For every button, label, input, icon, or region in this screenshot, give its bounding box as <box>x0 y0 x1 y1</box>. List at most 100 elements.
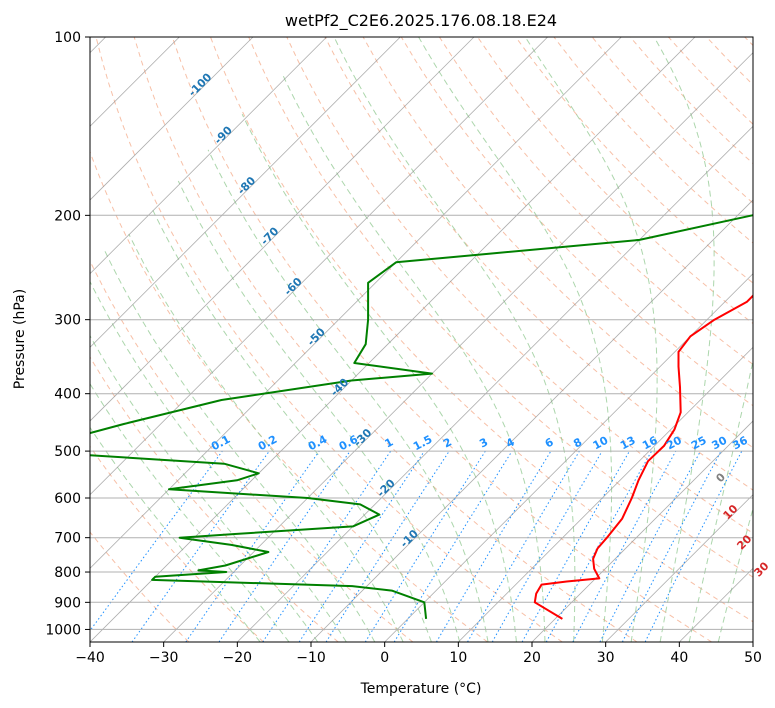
y-axis-label: Pressure (hPa) <box>12 289 28 389</box>
dry-adiabat <box>90 445 264 642</box>
mixing-ratio-line <box>393 450 513 642</box>
moist-adiabat <box>90 280 347 642</box>
dry-adiabat <box>706 37 753 86</box>
dry-adiabat <box>90 356 339 642</box>
isotherm <box>90 37 475 422</box>
y-tick-label: 900 <box>54 595 81 611</box>
isotherm-label: -100 <box>186 70 215 99</box>
temperature-line <box>533 294 753 620</box>
mixing-ratio-label: 13 <box>618 434 638 453</box>
isotherm <box>163 52 753 642</box>
dry-adiabat <box>95 37 563 642</box>
x-tick-label: 20 <box>523 650 541 666</box>
isotherm-label: -50 <box>305 325 328 348</box>
pressure-grid <box>90 37 753 630</box>
mixing-ratio-line <box>185 450 320 642</box>
mixing-ratio-label: 1 <box>383 435 396 450</box>
y-tick-label: 1000 <box>45 622 81 638</box>
mixing-ratio-label: 16 <box>640 434 660 453</box>
moist-adiabat <box>524 37 658 642</box>
y-tick-label: 400 <box>54 387 81 403</box>
moist-adiabat-label: 10 <box>721 502 741 522</box>
isotherm <box>531 420 753 642</box>
mixing-ratio-line <box>90 450 223 632</box>
mixing-ratio-label: 30 <box>710 434 730 453</box>
x-tick-label: 10 <box>449 650 467 666</box>
isotherm <box>458 346 753 642</box>
isotherm <box>90 37 622 569</box>
mixing-ratio-label: 10 <box>591 434 611 453</box>
isotherm-label: -70 <box>258 224 281 247</box>
x-tick-label: −10 <box>296 650 326 666</box>
isotherm-label: -90 <box>212 123 235 146</box>
moist-adiabat <box>688 358 753 642</box>
y-tick-label: 200 <box>54 208 81 224</box>
moist-adiabat-label: 30 <box>752 559 772 579</box>
isotherm <box>237 125 753 642</box>
dry-adiabat <box>744 37 753 47</box>
isotherm-label: -80 <box>235 174 258 197</box>
dry-adiabat <box>210 37 753 623</box>
dry-adiabat <box>248 37 753 578</box>
moist-adiabat <box>177 180 461 642</box>
dry-adiabat <box>591 37 753 204</box>
mixing-ratio-line <box>644 450 743 642</box>
mixing-ratio-line <box>435 450 552 642</box>
moist-adiabat <box>418 37 613 642</box>
x-tick-label: −30 <box>149 650 179 666</box>
dry-adiabat <box>90 259 414 642</box>
mixing-ratio-line <box>131 450 270 642</box>
mixing-ratio-line <box>572 450 677 642</box>
moist-adiabat-label: 20 <box>734 532 754 552</box>
x-tick-label: 30 <box>597 650 615 666</box>
moist-adiabat <box>333 37 576 642</box>
x-tick-label: −40 <box>75 650 105 666</box>
dry-adiabat <box>171 37 712 642</box>
mixing-ratio-label: 0.2 <box>256 433 279 454</box>
dewpoint-line <box>90 213 753 620</box>
dry-adiabat <box>477 37 753 325</box>
y-axis-ticks: 1000 900 800 700 600 500 400 300 200 100 <box>45 30 90 638</box>
isotherm-label: -60 <box>282 275 305 298</box>
isotherm <box>310 199 753 642</box>
moist-adiabat <box>90 426 261 642</box>
mixing-ratio-label: 1.5 <box>411 433 434 454</box>
x-axis-ticks: −40 −30 −20 −10 0 10 20 30 40 50 <box>75 642 762 666</box>
x-tick-label: 0 <box>380 650 389 666</box>
mixing-ratio-label: 20 <box>664 434 684 453</box>
background-reference-lines <box>0 37 753 642</box>
mixing-ratio-label: 6 <box>543 435 556 450</box>
isotherm <box>90 37 254 201</box>
isotherm <box>384 273 753 642</box>
moist-adiabat <box>653 37 715 642</box>
mixing-ratio-label: 36 <box>730 434 750 453</box>
mixing-ratio-label: 3 <box>477 435 490 450</box>
mixing-ratio-line <box>325 450 450 642</box>
y-tick-label: 800 <box>54 565 81 581</box>
isotherm <box>90 37 401 348</box>
moist-adiabat <box>281 72 546 642</box>
isotherm-label: -40 <box>328 376 351 399</box>
dry-adiabat <box>668 37 753 125</box>
mixing-ratio-label: 25 <box>689 434 709 453</box>
mixing-ratio-label: 8 <box>571 435 584 450</box>
standard-atmosphere-curve <box>0 37 58 642</box>
moist-adiabat <box>151 208 432 642</box>
y-tick-label: 700 <box>54 531 81 547</box>
mixing-ratio-line <box>545 450 653 642</box>
y-tick-label: 300 <box>54 313 81 329</box>
moist-adiabat <box>90 382 290 642</box>
y-tick-label: 600 <box>54 491 81 507</box>
dry-adiabat <box>133 37 638 642</box>
isotherm-label: -10 <box>398 527 421 550</box>
dry-adiabat <box>438 37 753 366</box>
y-tick-label: 100 <box>54 30 81 46</box>
mixing-ratio-line <box>599 450 701 642</box>
x-tick-label: 40 <box>670 650 688 666</box>
isotherm <box>605 494 753 642</box>
dry-adiabat <box>90 531 190 642</box>
profile-series <box>90 213 753 620</box>
moist-adiabat <box>717 506 753 642</box>
isotherm <box>752 641 753 642</box>
